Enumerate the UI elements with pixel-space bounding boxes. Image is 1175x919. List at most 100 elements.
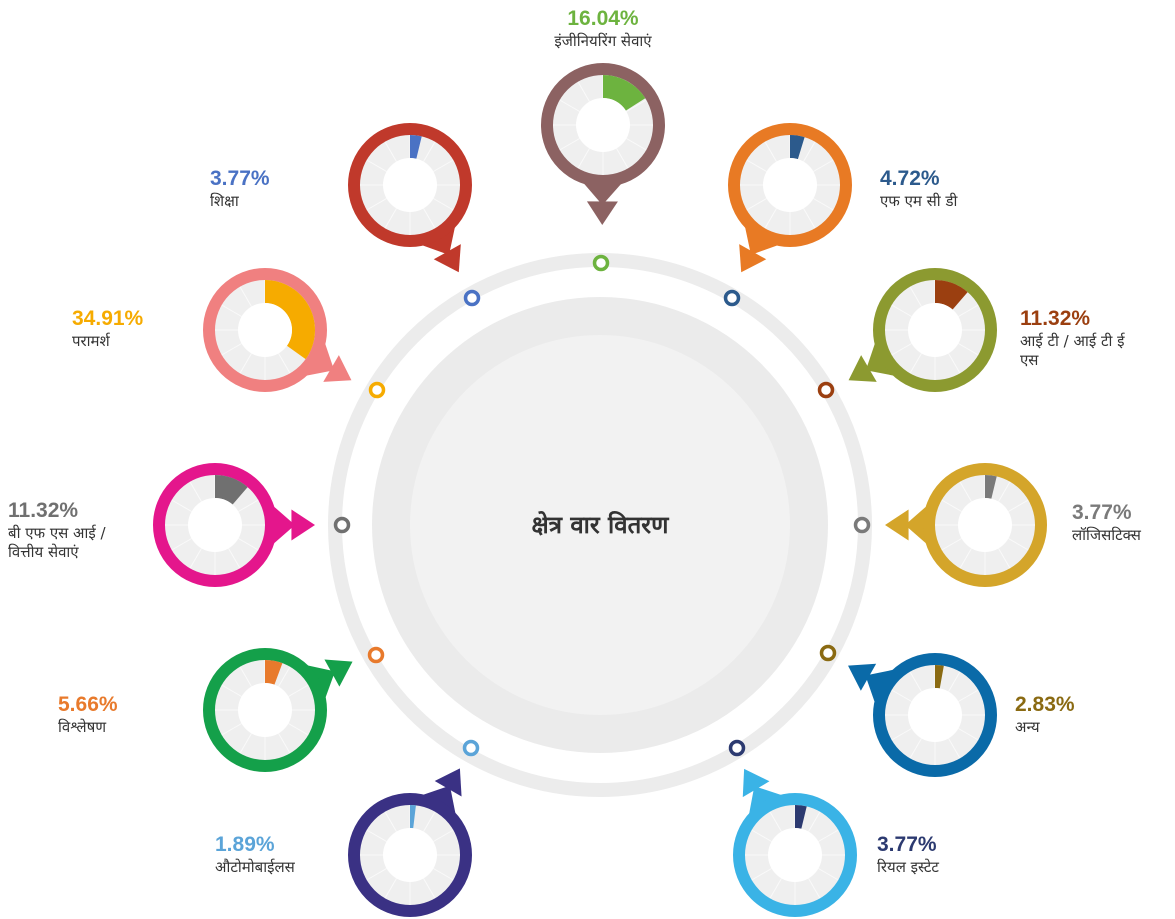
connector-dot	[367, 646, 385, 664]
value-label: 3.77%	[877, 833, 937, 856]
badge-pointer-tip	[885, 509, 909, 541]
badge-spoke	[808, 878, 821, 899]
gauge-wedge	[410, 135, 422, 159]
badge-spoke	[813, 159, 834, 172]
badge-spoke	[941, 538, 962, 551]
badge-hole	[383, 828, 437, 882]
badge-spoke	[948, 353, 961, 374]
label-group: 3.77% रियल इस्टेट	[877, 832, 939, 877]
gauge-wedge	[935, 665, 944, 689]
gauge-wedge	[603, 75, 646, 111]
value-label: 11.32%	[8, 499, 79, 522]
category-label: रियल इस्टेट	[877, 858, 939, 877]
badge-spoke	[239, 733, 252, 754]
badge-spoke	[189, 481, 202, 502]
badge-spoke	[751, 868, 772, 881]
badge-spoke	[559, 138, 580, 151]
badge-hole	[768, 828, 822, 882]
badge-pointer-tip	[434, 768, 462, 797]
category-label: आई टी / आई टी ई एस	[1020, 332, 1125, 369]
gauge-wedge	[215, 475, 248, 505]
badge-spoke	[228, 548, 241, 569]
badge-spoke	[764, 208, 777, 229]
label-group: 16.04% इंजीनियरिंग सेवाएं	[503, 6, 703, 51]
badge-spoke	[909, 353, 922, 374]
badge-spoke	[891, 304, 912, 317]
connector-dot	[463, 289, 481, 307]
badge-pointer-tip	[433, 244, 461, 273]
badge-spoke	[221, 684, 242, 697]
gauge-wedge	[985, 475, 997, 499]
badge-spoke	[221, 723, 242, 736]
connector-dot	[368, 381, 386, 399]
badge-spoke	[278, 733, 291, 754]
badge-spoke	[803, 208, 816, 229]
badge-spoke	[171, 538, 192, 551]
badge-pointer-tip	[324, 659, 353, 687]
badge-spoke	[1008, 538, 1029, 551]
connector-dot	[819, 644, 837, 662]
badge-pointer-tip	[739, 244, 767, 273]
badge-spoke	[998, 548, 1011, 569]
badge-spoke	[959, 548, 972, 569]
gauge-wedge	[935, 280, 968, 310]
badge-spoke	[423, 878, 436, 899]
gauge-wedge	[265, 279, 316, 360]
badge-spoke	[366, 198, 387, 211]
badge-hole	[908, 688, 962, 742]
badge-spoke	[239, 286, 252, 307]
label-group: 2.83% अन्य	[1015, 692, 1075, 737]
label-group: 3.77% शिक्षा	[210, 166, 270, 211]
category-label: इंजीनियरिंग सेवाएं	[554, 32, 652, 51]
badge-pointer-tip	[742, 768, 770, 798]
badge-pointer-tip	[291, 509, 315, 541]
gauge-wedge	[790, 135, 805, 160]
connector-dot	[723, 289, 741, 307]
badge-spoke	[948, 738, 961, 759]
label-group: 3.77% लॉजिसटिक्स	[1072, 500, 1141, 545]
badge-hole	[908, 303, 962, 357]
badge-spoke	[909, 738, 922, 759]
badge-spoke	[384, 878, 397, 899]
connector-dot	[817, 381, 835, 399]
badge-spoke	[891, 689, 912, 702]
label-group: 5.66% विश्लेषण	[58, 692, 118, 737]
badge-spoke	[769, 878, 782, 899]
badge-spoke	[278, 353, 291, 374]
category-label: बी एफ एस आई / वित्तीय सेवाएं	[8, 524, 106, 561]
badge-spoke	[998, 481, 1011, 502]
badge-spoke	[808, 811, 821, 832]
badge-spoke	[616, 148, 629, 169]
badge-spoke	[288, 723, 309, 736]
badge-spoke	[818, 868, 839, 881]
badge-spoke	[803, 141, 816, 162]
category-label: औटोमोबाईलस	[215, 858, 295, 877]
badge-spoke	[433, 829, 454, 842]
badge-spoke	[948, 671, 961, 692]
badge-spoke	[559, 99, 580, 112]
badge-spoke	[769, 811, 782, 832]
badge-spoke	[433, 198, 454, 211]
badge-spoke	[221, 304, 242, 317]
connector-dot	[592, 254, 610, 272]
category-label: शिक्षा	[210, 192, 239, 211]
badge-hole	[238, 303, 292, 357]
value-label: 1.89%	[215, 833, 275, 856]
category-label: लॉजिसटिक्स	[1072, 526, 1141, 545]
badge-pointer-tip	[848, 663, 877, 691]
label-group: 11.32% आई टी / आई टी ई एस	[1020, 306, 1140, 370]
badge-spoke	[958, 343, 979, 356]
badge-spoke	[577, 148, 590, 169]
badge-spoke	[384, 208, 397, 229]
badge-spoke	[433, 159, 454, 172]
badge-spoke	[909, 286, 922, 307]
badge-spoke	[746, 159, 767, 172]
label-group: 1.89% औटोमोबाईलस	[215, 832, 295, 877]
value-label: 16.04%	[567, 7, 639, 30]
badge-spoke	[288, 684, 309, 697]
badge-spoke	[577, 81, 590, 102]
badge-spoke	[1008, 499, 1029, 512]
badge-spoke	[423, 141, 436, 162]
